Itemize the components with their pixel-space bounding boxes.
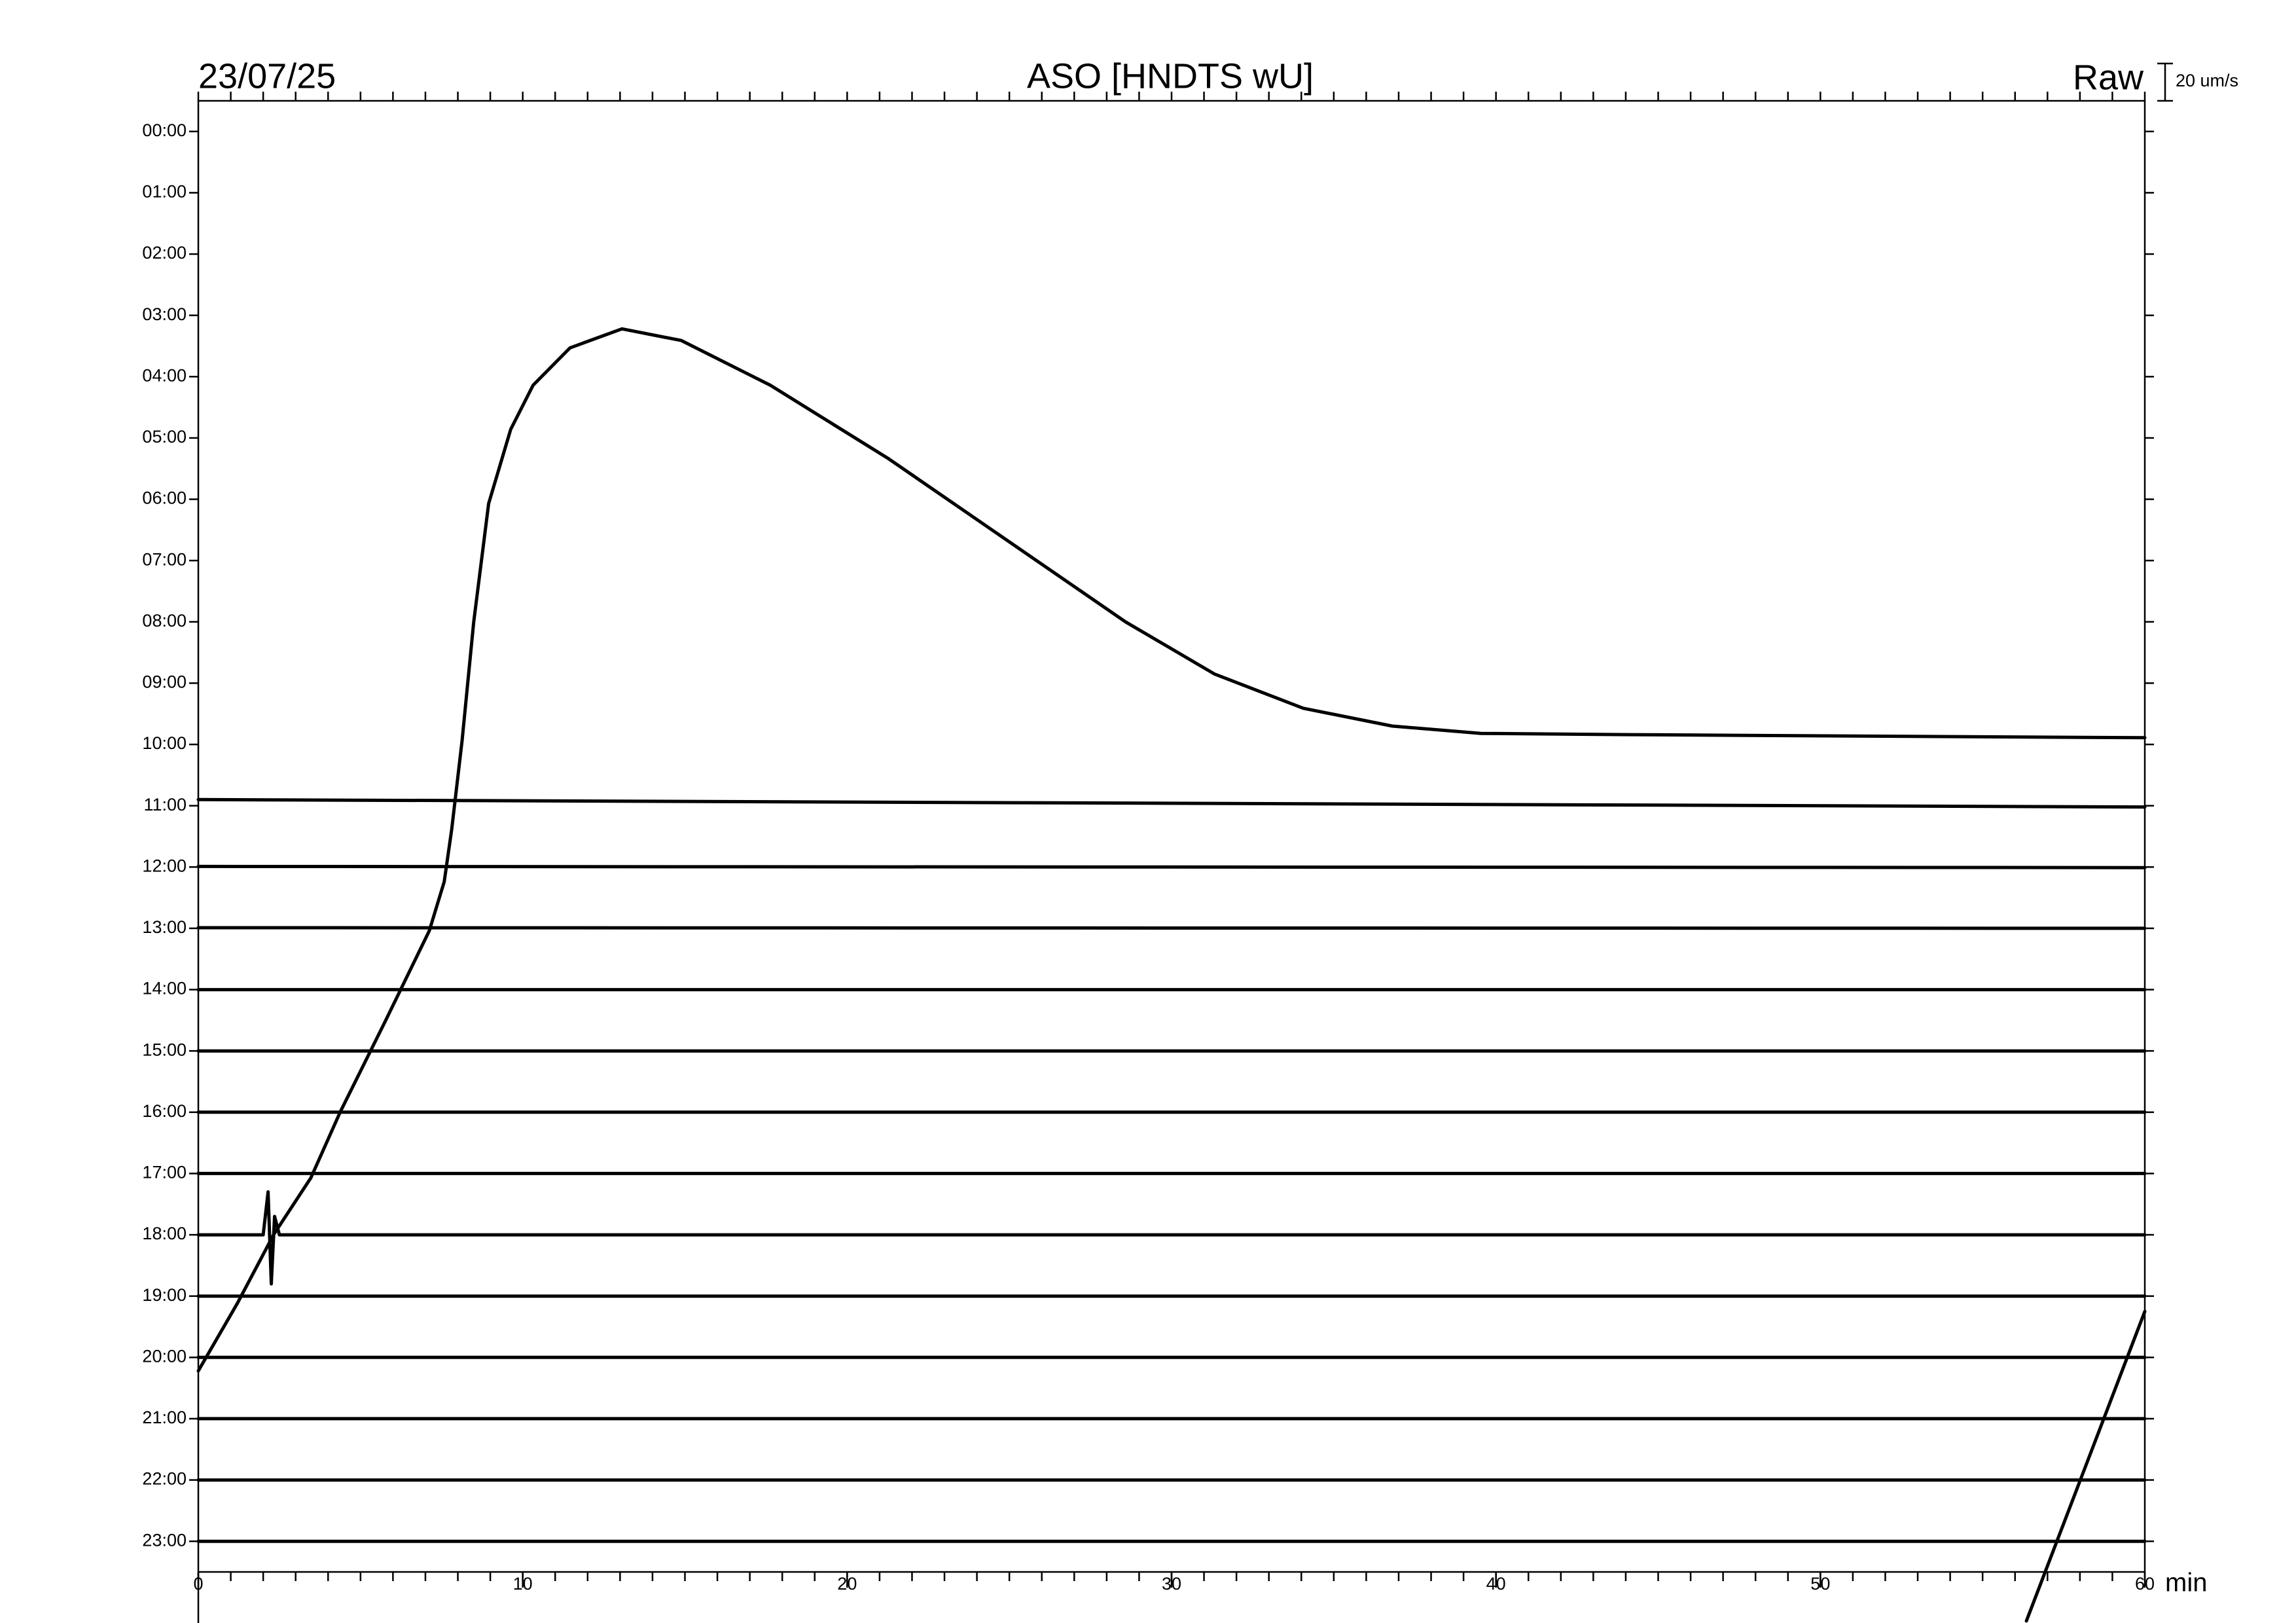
row-label: 13:00 (142, 917, 187, 937)
x-tick-label: 0 (193, 1574, 203, 1594)
trace (196, 797, 2147, 809)
row-label: 10:00 (142, 733, 187, 753)
row-label: 18:00 (142, 1224, 187, 1243)
row-label: 04:00 (142, 365, 187, 385)
row-label: 09:00 (142, 672, 187, 692)
scale-label: 20 um/s (2176, 71, 2238, 90)
row-label: 03:00 (142, 304, 187, 324)
trace (196, 864, 2147, 869)
row-label: 08:00 (142, 611, 187, 630)
row-label: 12:00 (142, 856, 187, 875)
row-label: 05:00 (142, 427, 187, 447)
scale-bar (2157, 62, 2173, 102)
row-label: 20:00 (142, 1346, 187, 1366)
x-axis-label: min (2165, 1569, 2207, 1597)
row-label: 16:00 (142, 1101, 187, 1121)
x-tick-label: 10 (513, 1574, 533, 1594)
x-tick-label: 30 (1162, 1574, 1181, 1594)
row-label: 00:00 (142, 120, 187, 140)
row-label: 02:00 (142, 243, 187, 263)
row-label: 23:00 (142, 1530, 187, 1550)
x-tick-label: 20 (837, 1574, 857, 1594)
x-tick-label: 60 (2135, 1574, 2155, 1594)
row-label: 15:00 (142, 1040, 187, 1059)
row-label: 21:00 (142, 1408, 187, 1427)
x-tick-label: 50 (1810, 1574, 1830, 1594)
row-label: 07:00 (142, 549, 187, 569)
row-label: 19:00 (142, 1285, 187, 1305)
trace (196, 327, 2147, 1373)
row-label: 11:00 (143, 795, 187, 814)
date-label: 23/07/25 (198, 56, 336, 96)
row-label: 01:00 (142, 182, 187, 202)
x-tick-label: 40 (1486, 1574, 1506, 1594)
chart-title: ASO [HNDTS wU] (1027, 56, 1314, 96)
trace (2024, 1309, 2147, 1623)
mode-label: Raw (2073, 58, 2144, 97)
trace (196, 1190, 2147, 1286)
row-label: 14:00 (142, 979, 187, 998)
row-label: 22:00 (142, 1469, 187, 1489)
row-label: 06:00 (142, 488, 187, 508)
row-label: 17:00 (142, 1163, 187, 1182)
